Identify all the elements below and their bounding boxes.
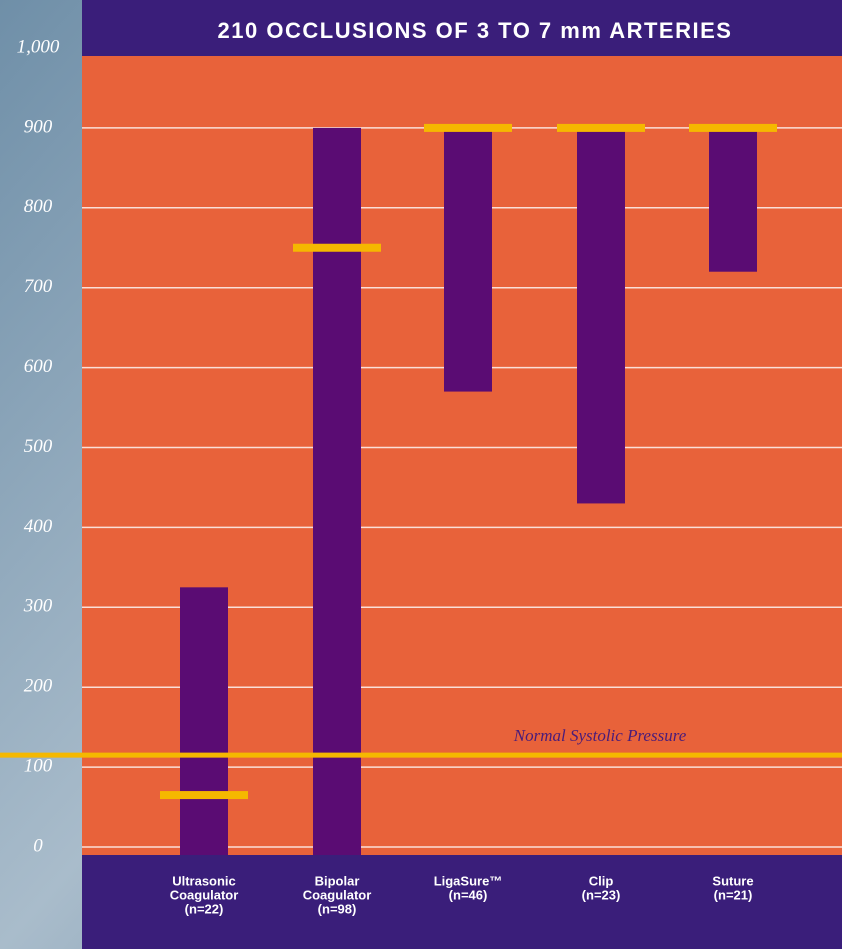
title-band [82,0,842,56]
chart-title: 210 OCCLUSIONS OF 3 TO 7 mm ARTERIES [218,18,733,43]
x-tick-label: Suture [712,873,753,888]
y-tick-label: 800 [24,196,53,217]
median-marker [424,123,512,132]
y-tick-label: 300 [23,596,53,617]
y-tick-label: 600 [24,356,53,377]
x-tick-label: Coagulator [303,887,372,902]
x-tick-label: (n=21) [714,887,753,902]
x-tick-label: (n=22) [185,901,224,916]
y-tick-label: 200 [24,676,53,697]
y-tick-label: 400 [24,516,53,537]
y-tick-label: 500 [24,436,53,457]
category-band [82,855,842,949]
y-tick-label: 700 [24,276,53,297]
x-tick-label: Clip [589,873,614,888]
x-tick-label: (n=23) [582,887,621,902]
x-tick-label: LigaSure™ [434,873,503,888]
y-tick-label: 900 [24,116,53,137]
y-tick-label: 1,000 [17,36,60,57]
y-tick-label: 100 [24,755,53,776]
x-tick-label: Bipolar [315,873,360,888]
x-tick-label: Coagulator [170,887,239,902]
median-marker [293,243,381,252]
median-marker [557,123,645,132]
x-tick-label: (n=46) [449,887,488,902]
range-bar [313,127,361,855]
median-marker [160,791,248,800]
range-bar [709,127,757,272]
reference-label: Normal Systolic Pressure [513,726,687,745]
range-bar [444,127,492,392]
range-bar [577,127,625,504]
median-marker [689,123,777,132]
x-tick-label: Ultrasonic [172,873,236,888]
x-tick-label: (n=98) [318,901,357,916]
range-bar [180,587,228,855]
y-tick-label: 0 [33,835,43,856]
